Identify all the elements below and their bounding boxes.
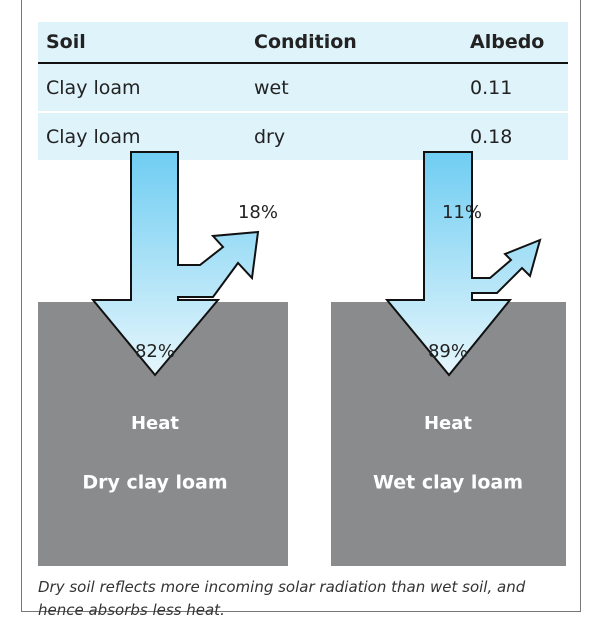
cell: wet: [246, 62, 462, 112]
header-row: Soil Condition Albedo: [38, 22, 568, 64]
caption: Dry soil reflects more incoming solar ra…: [38, 578, 526, 619]
cell: 0.18: [462, 111, 568, 160]
soil-label: Wet clay loam: [373, 472, 523, 494]
row: Clay loam wet 0.11: [38, 62, 568, 112]
reflected-label: 18%: [238, 202, 278, 223]
row: Clay loam dry 0.18: [38, 111, 568, 160]
header: Condition: [246, 22, 462, 64]
heat-label: Heat: [131, 413, 179, 434]
frame: [21, 0, 581, 612]
cell: 0.11: [462, 62, 568, 112]
reflected-label: 11%: [442, 202, 482, 223]
cell: Clay loam: [38, 62, 246, 112]
absorbed-label: 89%: [428, 341, 468, 362]
absorbed-label: 82%: [135, 341, 175, 362]
radiation-arrow: [384, 151, 542, 377]
albedo-table: Soil Condition Albedo Clay loam wet 0.11…: [38, 22, 568, 160]
soil-label: Dry clay loam: [82, 472, 227, 494]
header: Soil: [38, 22, 246, 64]
heat-label: Heat: [424, 413, 472, 434]
radiation-arrow: [90, 151, 260, 377]
header: Albedo: [462, 22, 568, 64]
